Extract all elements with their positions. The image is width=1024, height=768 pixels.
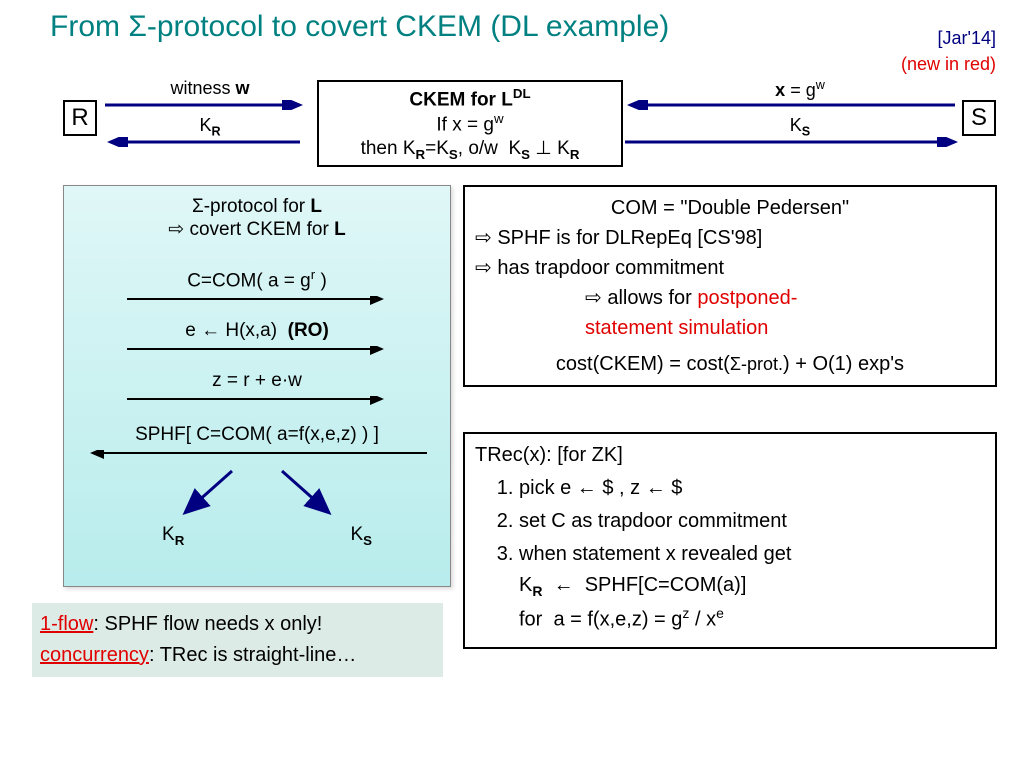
arrow-step2 <box>122 346 392 358</box>
flow-line1: 1-flow: SPHF flow needs x only! <box>40 609 435 640</box>
sigma-ks: KS <box>350 524 372 548</box>
com-line4: ⇨ allows for postponed-statement simulat… <box>475 283 985 343</box>
arrow-step4 <box>82 450 432 462</box>
trec-step1: pick e ← $ , z ← $ <box>519 473 985 504</box>
witness-label: witness w <box>120 78 300 99</box>
flow-line2: concurrency: TRec is straight-line… <box>40 640 435 671</box>
slide-title: From Σ-protocol to covert CKEM (DL examp… <box>50 10 669 44</box>
ckem-title: CKEM for LDL <box>325 86 615 111</box>
flow-notes: 1-flow: SPHF flow needs x only! concurre… <box>32 603 443 677</box>
trec-step3: when statement x revealed get KR ← SPHF[… <box>519 539 985 635</box>
trec-title: TRec(x): [for ZK] <box>475 440 985 471</box>
sigma-kr: KR <box>162 524 184 548</box>
arrow-split <box>72 466 442 526</box>
party-r-box: R <box>63 100 97 136</box>
arrow-x-in <box>625 100 960 110</box>
kr-label: KR <box>150 115 270 139</box>
trec-box: TRec(x): [for ZK] pick e ← $ , z ← $ set… <box>463 432 997 649</box>
com-line2: ⇨ SPHF is for DLRepEq [CS'98] <box>475 223 985 253</box>
ckem-line1: If x = gw <box>325 111 615 136</box>
sigma-hdr2: ⇨ covert CKEM for L <box>72 218 442 241</box>
sigma-step1: C=COM( a = gr ) <box>72 267 442 292</box>
ckem-box: CKEM for LDL If x = gw then KR=KS, o/w K… <box>317 80 623 167</box>
com-box: COM = "Double Pedersen" ⇨ SPHF is for DL… <box>463 185 997 387</box>
sigma-step4: SPHF[ C=COM( a=f(x,e,z) ) ] <box>72 424 442 446</box>
arrow-kr-out <box>105 137 305 147</box>
arrow-witness-in <box>105 100 305 110</box>
sigma-protocol-box: Σ-protocol for L ⇨ covert CKEM for L C=C… <box>63 185 451 587</box>
arrow-step1 <box>122 296 392 308</box>
com-line1: COM = "Double Pedersen" <box>475 193 985 223</box>
sigma-hdr1: Σ-protocol for L <box>72 196 442 218</box>
sigma-step3: z = r + e·w <box>72 370 442 392</box>
com-cost: cost(CKEM) = cost(Σ-prot.) + O(1) exp's <box>475 349 985 379</box>
trec-step2: set C as trapdoor commitment <box>519 506 985 537</box>
arrow-ks-out <box>625 137 960 147</box>
citation: [Jar'14] <box>938 28 996 49</box>
new-in-red-note: (new in red) <box>901 54 996 75</box>
party-s-box: S <box>962 100 996 136</box>
com-line3: ⇨ has trapdoor commitment <box>475 253 985 283</box>
sigma-step2: e ← H(x,a) (RO) <box>72 320 442 342</box>
x-eq-label: x = gw <box>740 78 860 101</box>
arrow-step3 <box>122 396 392 408</box>
ks-label: KS <box>755 115 845 139</box>
ckem-line2: then KR=KS, o/w KS ⊥ KR <box>325 137 615 162</box>
